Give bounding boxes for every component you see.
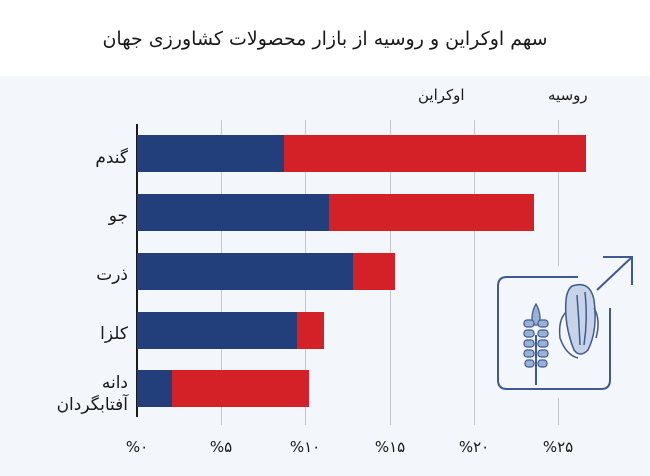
bar-segment-russia (329, 194, 534, 231)
bar-segment-russia (172, 370, 310, 407)
bar-corn (137, 253, 396, 290)
x-tick-5: %۵ (209, 438, 233, 456)
bar-segment-ukraine (137, 135, 284, 172)
gridline-25-lower (558, 398, 559, 425)
bar-wheat (137, 135, 586, 172)
category-label-barley: جو (108, 206, 128, 226)
bar-segment-russia (297, 312, 325, 349)
grain-export-icon (490, 250, 640, 395)
bar-barley (137, 194, 534, 231)
category-label-sunflower-line1: دانه (101, 373, 128, 393)
x-tick-20: %۲۰ (458, 438, 490, 456)
bar-segment-russia (353, 253, 396, 290)
gridline-20 (474, 120, 475, 425)
x-tick-25: %۲۵ (542, 438, 574, 456)
category-label-wheat: گندم (95, 148, 128, 168)
bar-segment-russia (283, 135, 586, 172)
legend-russia: روسیه (548, 86, 588, 104)
legend-ukraine: اوکراین (418, 86, 465, 104)
bar-segment-ukraine (137, 253, 354, 290)
bar-segment-ukraine (137, 370, 173, 407)
bar-sunflower (137, 370, 310, 407)
header: سهم اوکراین و روسیه از بازار محصولات کشا… (0, 0, 650, 76)
category-label-corn: ذرت (96, 265, 128, 285)
category-label-sunflower: دانه آفتابگردان (57, 372, 128, 416)
chart-title: سهم اوکراین و روسیه از بازار محصولات کشا… (102, 28, 548, 50)
bar-segment-ukraine (137, 312, 298, 349)
category-label-rapeseed: کلزا (100, 324, 128, 344)
category-label-sunflower-line2: آفتابگردان (56, 395, 128, 415)
x-tick-10: %۱۰ (289, 438, 321, 456)
bar-segment-ukraine (137, 194, 330, 231)
x-tick-0: %۰ (125, 438, 149, 456)
x-tick-15: %۱۵ (374, 438, 406, 456)
gridline-25-upper (558, 120, 559, 266)
bar-rapeseed (137, 312, 325, 349)
